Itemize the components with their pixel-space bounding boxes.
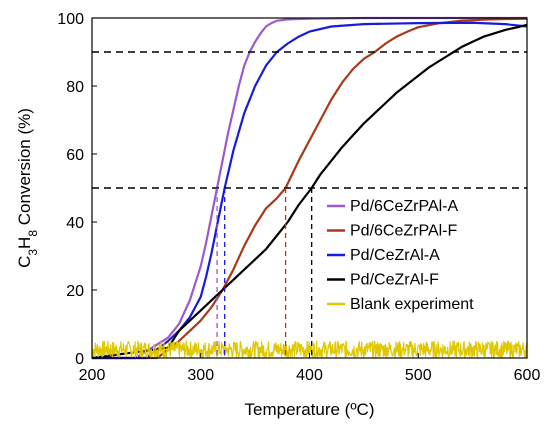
legend: Pd/6CeZrPAl-A Pd/6CeZrPAl-F Pd/CeZrAl-A Pd/…: [327, 198, 474, 313]
legend-entry: Pd/CeZrAl-A: [350, 247, 440, 264]
series-line-4: [91, 23, 528, 360]
x-tick-label: 500: [405, 367, 432, 384]
x-tick-label: 300: [187, 367, 214, 384]
x-tick-label: 600: [514, 367, 541, 384]
y-tick-label: 60: [66, 147, 84, 164]
reference-lines: [92, 51, 527, 358]
series-line-1: [92, 16, 527, 360]
axis-ticks: 200 300 400 500 600 0 20 40 60 80 100: [57, 11, 540, 384]
y-tick-label: 20: [66, 283, 84, 300]
y-tick-label: 40: [66, 215, 84, 232]
x-axis-label: Temperature (ºC): [245, 400, 375, 419]
legend-entry: Pd/6CeZrPAl-A: [350, 198, 459, 215]
legend-entry: Pd/CeZrAl-F: [350, 272, 439, 289]
x-tick-label: 400: [296, 367, 323, 384]
y-tick-label: 100: [57, 11, 84, 28]
x-tick-label: 200: [79, 367, 106, 384]
y-axis-label: C3H8 Conversion (%): [15, 108, 40, 268]
series-line-2: [92, 17, 528, 360]
legend-entry: Pd/6CeZrPAl-F: [350, 223, 458, 240]
y-tick-label: 0: [75, 351, 84, 368]
y-tick-label: 80: [66, 79, 84, 96]
legend-entry: Blank experiment: [350, 296, 474, 313]
